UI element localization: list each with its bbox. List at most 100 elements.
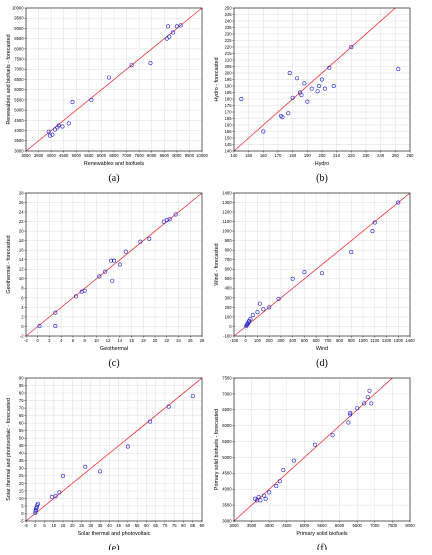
chart-panel: 3000 3500 4000 4500 5000 5500 6000 6500 7000 7500…: [214, 375, 415, 554]
y-tick-label: 225: [225, 38, 233, 43]
x-tick-label: 24: [176, 338, 181, 343]
y-tick-label: 7500: [222, 375, 232, 380]
y-tick-label: 0: [21, 511, 24, 516]
data-point: [302, 81, 307, 86]
y-tick-label: 75: [19, 398, 24, 403]
y-tick-label: 3500: [14, 138, 24, 143]
x-tick-label: 3000: [229, 523, 239, 528]
y-tick-label: 250: [225, 5, 233, 10]
x-tick-label: -2: [24, 338, 28, 343]
y-tick-label: 24: [19, 209, 24, 214]
data-point: [299, 93, 304, 98]
data-point: [36, 501, 41, 506]
y-tick-label: 5500: [222, 439, 232, 444]
data-point: [33, 507, 38, 512]
x-tick-label: 260: [407, 153, 415, 158]
y-tick-label: 20: [19, 481, 24, 486]
y-tick-label: 8: [21, 286, 24, 291]
x-tick-label: 8: [83, 338, 86, 343]
y-tick-label: 1400: [222, 190, 232, 195]
y-tick-label: 185: [225, 90, 233, 95]
data-point: [396, 67, 401, 72]
data-point: [178, 23, 183, 28]
x-tick-label: 6000: [97, 153, 107, 158]
y-tick-label: 900: [225, 238, 233, 243]
data-point: [166, 404, 171, 409]
x-tick-label: 8000: [405, 523, 415, 528]
x-tick-label: 200: [266, 338, 274, 343]
x-tick-label: 2: [48, 338, 51, 343]
y-tick-label: 2: [21, 314, 24, 319]
x-tick-label: 18: [141, 338, 146, 343]
y-tick-label: 700: [225, 257, 233, 262]
data-point: [173, 212, 178, 217]
y-tick-label: 55: [19, 428, 24, 433]
data-point: [112, 258, 117, 263]
x-axis-label: Geothermal: [100, 346, 128, 352]
y-tick-label: 30: [19, 466, 24, 471]
y-tick-label: 5000: [14, 108, 24, 113]
y-tick-label: 4000: [222, 487, 232, 492]
data-point: [327, 65, 332, 70]
panel-caption: (e): [108, 543, 119, 550]
data-point: [171, 30, 176, 35]
x-tick-label: 800: [336, 338, 344, 343]
data-point: [82, 288, 87, 293]
y-tick-label: 210: [225, 57, 233, 62]
data-point: [317, 84, 322, 89]
x-tick-label: 1300: [394, 338, 404, 343]
data-point: [258, 498, 263, 503]
y-tick-label: 1300: [222, 200, 232, 205]
data-point: [57, 490, 62, 495]
data-point: [365, 395, 370, 400]
data-point: [53, 323, 58, 328]
x-tick-label: 140: [231, 153, 239, 158]
x-tick-label: 250: [392, 153, 400, 158]
data-point: [290, 95, 295, 100]
y-tick-label: 5000: [222, 455, 232, 460]
data-point: [106, 75, 111, 80]
x-tick-label: 5000: [72, 153, 82, 158]
y-tick-label: 9000: [14, 26, 24, 31]
data-point: [261, 129, 266, 134]
plot-frame: [233, 192, 411, 337]
x-tick-label: 80: [181, 523, 186, 528]
y-tick-label: 100: [225, 314, 233, 319]
chart-panel: -5 0 5 10 15 20 25 30 35 40 45 50 55 60 65 70 75 80 85 90-5…: [6, 375, 205, 554]
x-tick-label: 40: [107, 523, 112, 528]
identity-line: [233, 192, 411, 337]
data-point: [276, 296, 281, 301]
y-tick-label: 0: [229, 324, 232, 329]
x-tick-label: 150: [245, 153, 253, 158]
x-tick-label: 9500: [185, 153, 195, 158]
x-tick-label: 220: [348, 153, 356, 158]
x-tick-label: 3000: [21, 153, 31, 158]
y-tick-label: 10: [19, 276, 24, 281]
y-tick-label: -5: [20, 518, 24, 523]
x-tick-label: 70: [163, 523, 168, 528]
x-tick-label: 4000: [46, 153, 56, 158]
x-tick-label: 45: [116, 523, 121, 528]
plot-frame: [25, 192, 203, 337]
y-tick-label: 6: [21, 295, 24, 300]
y-tick-label: 7500: [14, 56, 24, 61]
data-point: [267, 490, 272, 495]
y-tick-label: 200: [225, 70, 233, 75]
x-tick-label: 4500: [282, 523, 292, 528]
x-tick-label: 15: [61, 523, 66, 528]
x-tick-label: 90: [200, 523, 205, 528]
x-tick-label: 6: [72, 338, 75, 343]
x-tick-label: 8000: [147, 153, 157, 158]
data-point: [167, 217, 172, 222]
y-tick-label: 26: [19, 200, 24, 205]
data-point: [148, 419, 153, 424]
y-tick-label: -100: [223, 333, 232, 338]
plot-frame: [25, 377, 203, 522]
data-point: [396, 200, 401, 205]
y-tick-label: 35: [19, 458, 24, 463]
data-point: [290, 276, 295, 281]
x-tick-label: 240: [377, 153, 385, 158]
y-tick-label: 1000: [222, 229, 232, 234]
x-tick-label: 1100: [370, 338, 380, 343]
